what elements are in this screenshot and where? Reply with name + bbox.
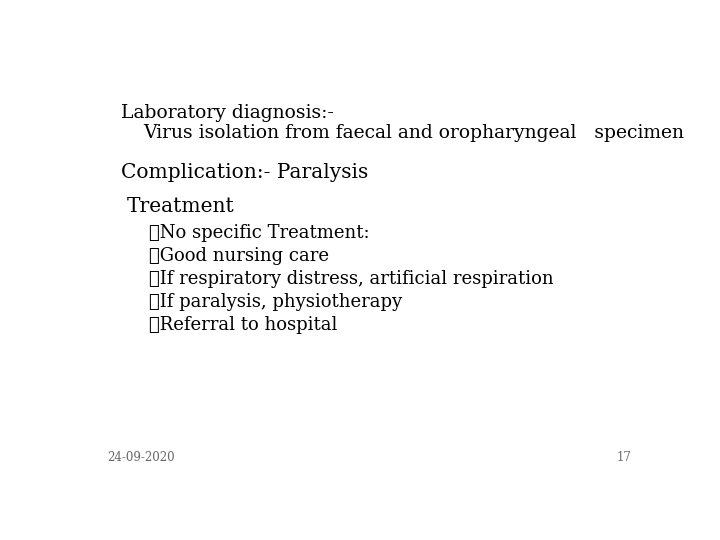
Text: Complication:- Paralysis: Complication:- Paralysis [121, 164, 368, 183]
Text: Virus isolation from faecal and oropharyngeal   specimen: Virus isolation from faecal and orophary… [143, 124, 684, 143]
Text: 24-09-2020: 24-09-2020 [107, 451, 174, 464]
Text: ➢If respiratory distress, artificial respiration: ➢If respiratory distress, artificial res… [148, 270, 553, 288]
Text: Treatment: Treatment [126, 197, 234, 215]
Text: ➢No specific Treatment:: ➢No specific Treatment: [148, 224, 369, 242]
Text: ➢Good nursing care: ➢Good nursing care [148, 247, 328, 265]
Text: ➢Referral to hospital: ➢Referral to hospital [148, 316, 337, 334]
Text: Laboratory diagnosis:-: Laboratory diagnosis:- [121, 104, 333, 122]
Text: ➢If paralysis, physiotherapy: ➢If paralysis, physiotherapy [148, 293, 402, 311]
Text: 17: 17 [616, 451, 631, 464]
